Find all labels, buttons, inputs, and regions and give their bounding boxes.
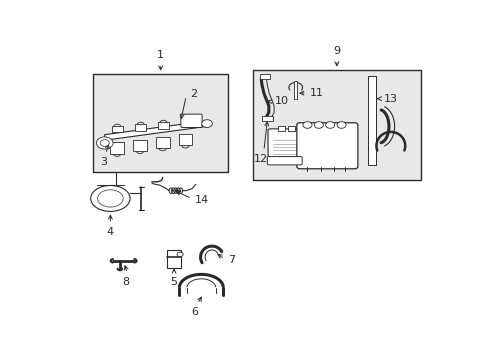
- Bar: [262, 116, 273, 121]
- Bar: [252, 69, 420, 180]
- Bar: [277, 126, 285, 131]
- Bar: [167, 250, 181, 268]
- Bar: [133, 140, 146, 151]
- FancyBboxPatch shape: [267, 157, 302, 165]
- Circle shape: [96, 137, 113, 149]
- Polygon shape: [294, 81, 297, 99]
- Text: 8: 8: [122, 277, 129, 287]
- Text: 13: 13: [383, 94, 397, 104]
- Text: 4: 4: [106, 228, 114, 238]
- FancyBboxPatch shape: [181, 114, 202, 127]
- Bar: [287, 126, 295, 131]
- Text: 1: 1: [157, 50, 164, 60]
- Text: 5: 5: [170, 278, 177, 287]
- Text: 11: 11: [309, 88, 323, 98]
- Polygon shape: [367, 76, 375, 165]
- Bar: [178, 134, 192, 145]
- FancyBboxPatch shape: [267, 129, 301, 160]
- Text: 2: 2: [189, 89, 197, 99]
- Bar: [260, 74, 269, 79]
- Circle shape: [325, 122, 334, 128]
- Text: 14: 14: [195, 194, 209, 204]
- Bar: [156, 137, 169, 148]
- Circle shape: [177, 252, 183, 257]
- Circle shape: [202, 120, 212, 127]
- Ellipse shape: [90, 185, 130, 211]
- Circle shape: [314, 122, 323, 128]
- Text: 12: 12: [253, 154, 267, 164]
- Bar: [112, 126, 122, 132]
- Circle shape: [302, 122, 311, 128]
- Text: 6: 6: [191, 307, 198, 318]
- Circle shape: [100, 140, 109, 146]
- Text: 7: 7: [227, 255, 235, 265]
- Bar: [135, 125, 146, 131]
- Text: 10: 10: [274, 96, 288, 107]
- Ellipse shape: [98, 190, 123, 207]
- Text: 3: 3: [100, 157, 107, 167]
- Bar: [93, 74, 227, 172]
- Bar: [158, 122, 168, 129]
- Bar: [110, 143, 124, 153]
- Text: 9: 9: [333, 46, 340, 56]
- Polygon shape: [104, 121, 206, 140]
- Circle shape: [336, 122, 346, 128]
- FancyBboxPatch shape: [296, 123, 357, 169]
